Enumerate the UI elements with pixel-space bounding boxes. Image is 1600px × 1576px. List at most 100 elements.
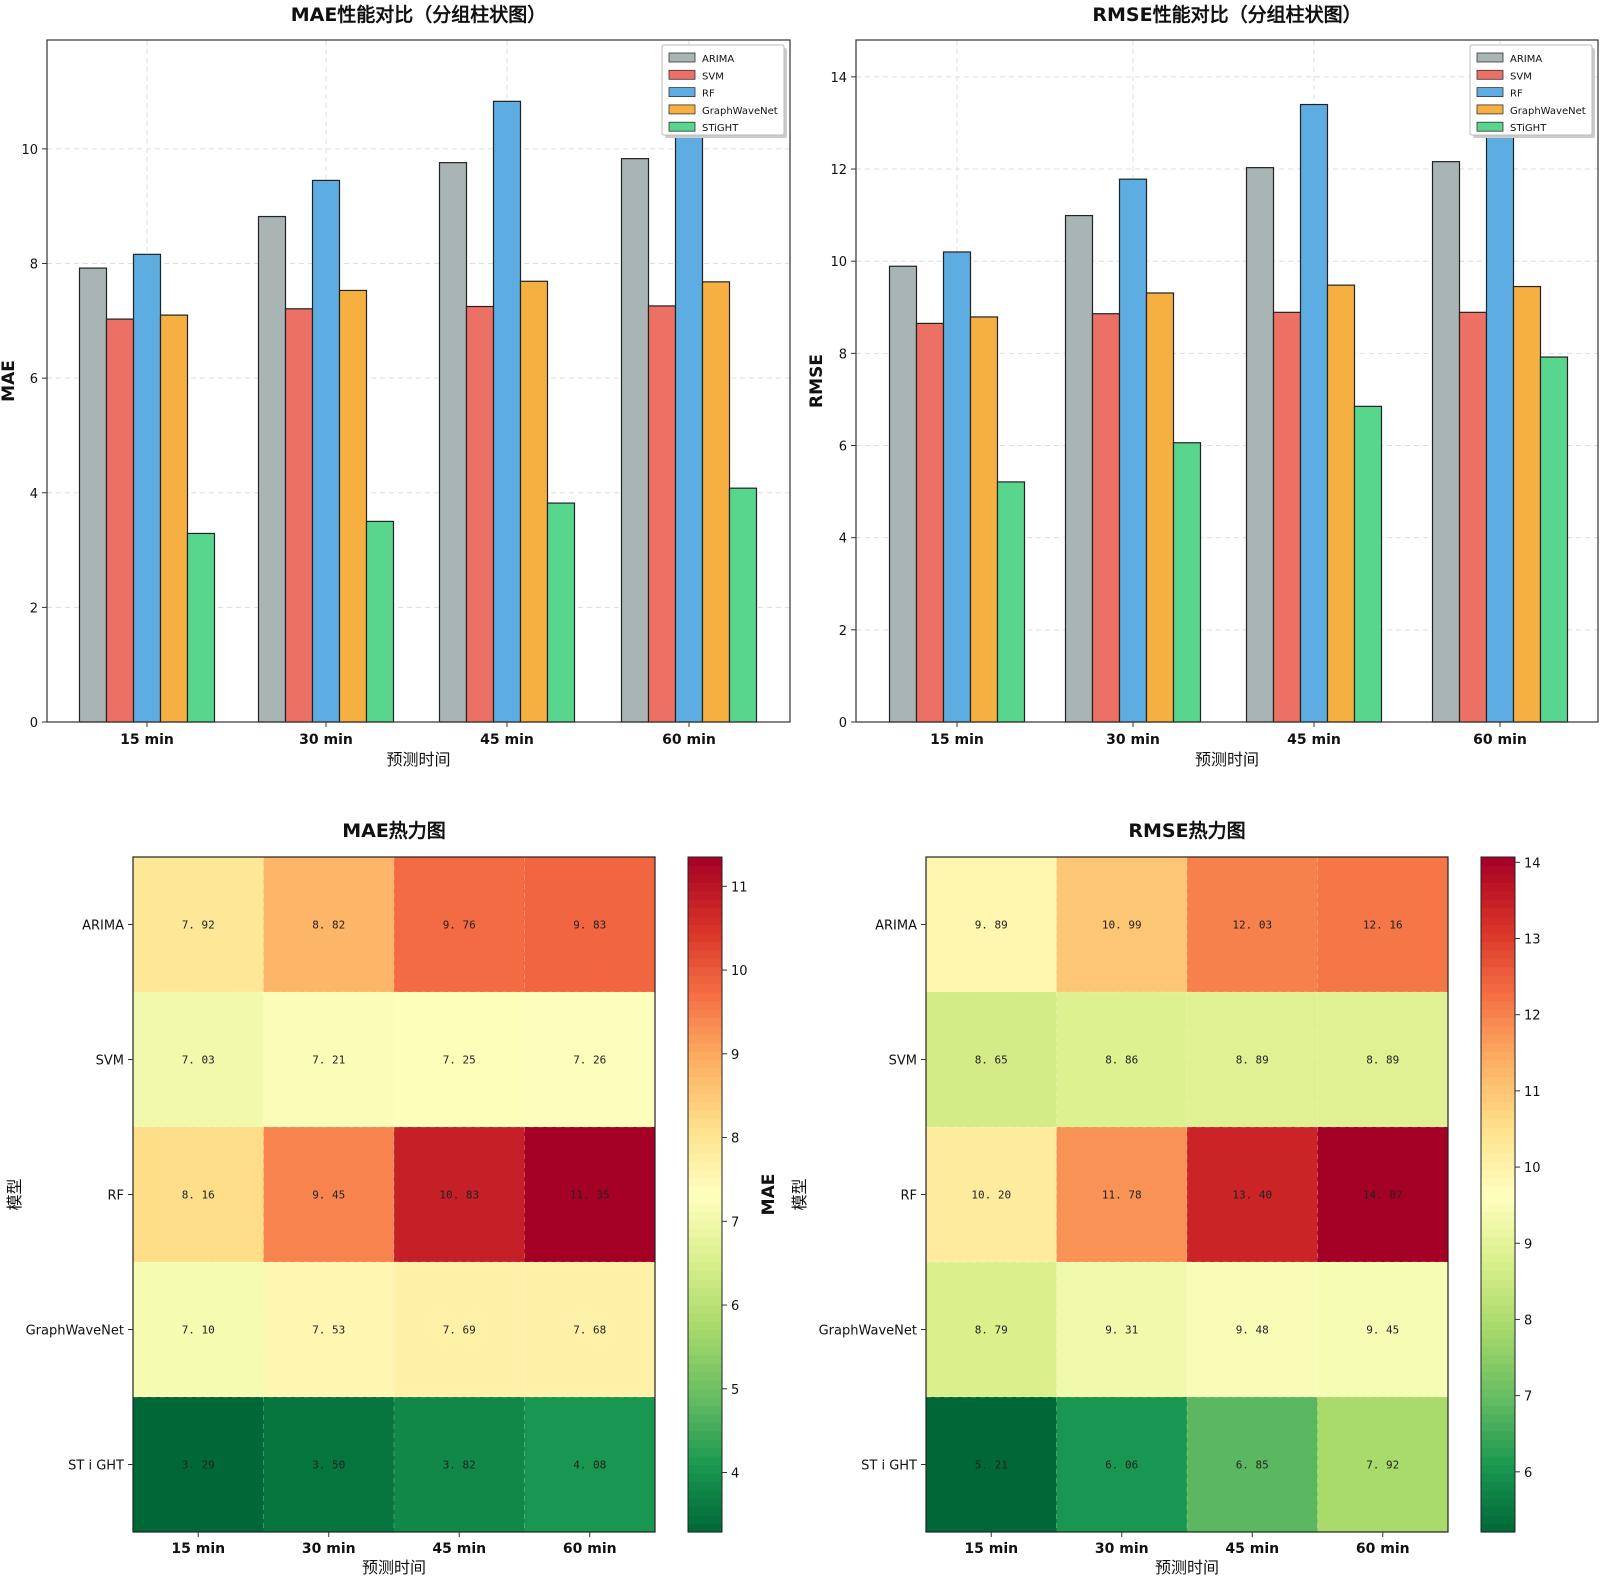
legend-swatch <box>668 87 696 97</box>
bar-svm <box>1272 311 1302 723</box>
heatmap-cell <box>524 992 656 1128</box>
colorbar-segment <box>688 1219 722 1229</box>
colorbar-segment <box>1481 1101 1515 1111</box>
colorbar-segment <box>688 1287 722 1297</box>
colorbar-segment <box>688 1312 722 1322</box>
colorbar-segment <box>688 1169 722 1179</box>
heatmap-cell-label: 9. 48 <box>1236 1324 1269 1337</box>
colorbar-segment <box>1481 1304 1515 1314</box>
colorbar-tick-label: 7 <box>731 1215 739 1230</box>
colorbar-segment <box>688 1498 722 1508</box>
colorbar-segment <box>688 1067 722 1077</box>
legend-label: STiGHT <box>702 123 739 134</box>
colorbar-segment <box>1481 1363 1515 1373</box>
y-tick-label: SVM <box>96 1054 124 1069</box>
heatmap-cell <box>1056 1262 1188 1398</box>
colorbar-segment <box>688 882 722 892</box>
heatmap-cell <box>1187 1397 1318 1533</box>
colorbar-segment <box>688 1152 722 1162</box>
legend-label: GraphWaveNet <box>1510 106 1586 117</box>
colorbar-segment <box>1481 1464 1515 1474</box>
bar-arima <box>257 215 287 723</box>
colorbar-segment <box>1481 1034 1515 1044</box>
bar-arima <box>1245 167 1275 723</box>
colorbar-segment <box>1481 1253 1515 1263</box>
heatmap-cell-label: 8. 65 <box>975 1054 1008 1067</box>
heatmap-cell <box>524 1262 656 1398</box>
x-tick-label: 60 min <box>662 732 716 748</box>
heatmap-cell <box>394 1262 525 1398</box>
colorbar-segment <box>1481 975 1515 985</box>
y-tick-label: ARIMA <box>875 919 917 934</box>
colorbar-segment <box>688 1346 722 1356</box>
bar-graphwavenet <box>1512 285 1542 723</box>
colorbar-segment <box>688 1245 722 1255</box>
heatmap-cell-label: 8. 89 <box>1236 1054 1269 1067</box>
colorbar-segment <box>1481 1228 1515 1238</box>
colorbar-frame <box>1480 856 1516 1533</box>
colorbar-segment <box>688 1101 722 1111</box>
heatmap-cell <box>1187 992 1318 1128</box>
colorbar-segment <box>1481 1110 1515 1120</box>
chart-title: RMSE热力图 <box>1128 819 1245 842</box>
colorbar-segment <box>688 1413 722 1423</box>
colorbar-tick-label: 7 <box>1524 1390 1532 1405</box>
x-axis-label: 预测时间 <box>362 1558 426 1576</box>
heatmap-cell <box>1317 1127 1449 1263</box>
heatmap-cell-label: 8. 82 <box>312 919 345 932</box>
colorbar-segment <box>1481 949 1515 959</box>
heatmap-cell <box>926 992 1057 1128</box>
colorbar-segment <box>688 966 722 976</box>
colorbar-segment <box>1481 873 1515 883</box>
colorbar-segment <box>688 1515 722 1525</box>
heatmap-cell <box>263 1127 395 1263</box>
legend-swatch <box>1476 52 1504 63</box>
heatmap-cell-label: 10. 20 <box>971 1189 1011 1202</box>
colorbar-segment <box>1481 916 1515 926</box>
colorbar-segment <box>688 1160 722 1170</box>
legend-swatch <box>1476 69 1504 80</box>
y-tick-label: 4 <box>839 532 847 547</box>
colorbar-segment <box>1481 1321 1515 1331</box>
bar-stight <box>996 481 1026 723</box>
colorbar-segment <box>1481 1278 1515 1288</box>
colorbar-segment <box>1481 1000 1515 1010</box>
colorbar-segment <box>1481 1076 1515 1086</box>
heatmap-cell <box>263 1397 395 1533</box>
legend-swatch <box>1476 104 1504 115</box>
heatmap-cell <box>263 857 395 993</box>
y-tick-label: ARIMA <box>82 919 124 934</box>
colorbar-tick-label: 4 <box>731 1467 739 1482</box>
heatmap-cell-label: 7. 92 <box>1366 1459 1399 1472</box>
bar-graphwavenet <box>338 289 368 723</box>
x-tick-label: 30 min <box>1106 732 1160 748</box>
bar-rf <box>1118 178 1148 723</box>
x-tick-label: 15 min <box>964 1541 1018 1557</box>
colorbar-segment <box>688 1397 722 1407</box>
colorbar-segment <box>1481 1515 1515 1525</box>
colorbar-segment <box>1481 1211 1515 1221</box>
heatmap-cell-label: 14. 07 <box>1363 1189 1403 1202</box>
colorbar-tick-label: 9 <box>1524 1237 1532 1252</box>
legend-label: STiGHT <box>1510 123 1547 134</box>
colorbar-segment <box>1481 941 1515 951</box>
heatmap-cell-label: 7. 53 <box>312 1324 345 1337</box>
colorbar-segment <box>1481 1346 1515 1356</box>
x-axis-label: 预测时间 <box>386 750 450 769</box>
colorbar-label: MAE <box>759 1174 779 1216</box>
bar-stight <box>546 502 576 723</box>
colorbar-segment <box>1481 1506 1515 1516</box>
colorbar-segment <box>1481 1439 1515 1449</box>
x-tick-label: 15 min <box>930 732 984 748</box>
colorbar-segment <box>1481 907 1515 917</box>
colorbar-segment <box>1481 932 1515 942</box>
colorbar-segment <box>1481 1008 1515 1018</box>
colorbar-segment <box>688 958 722 968</box>
chart-title: RMSE性能对比（分组柱状图） <box>1092 3 1361 26</box>
colorbar-segment <box>688 873 722 883</box>
colorbar-segment <box>1481 1447 1515 1457</box>
colorbar-segment <box>688 1110 722 1120</box>
heatmap-cell-label: 10. 99 <box>1102 919 1142 932</box>
colorbar-segment <box>1481 1397 1515 1407</box>
colorbar-segment <box>688 857 722 867</box>
